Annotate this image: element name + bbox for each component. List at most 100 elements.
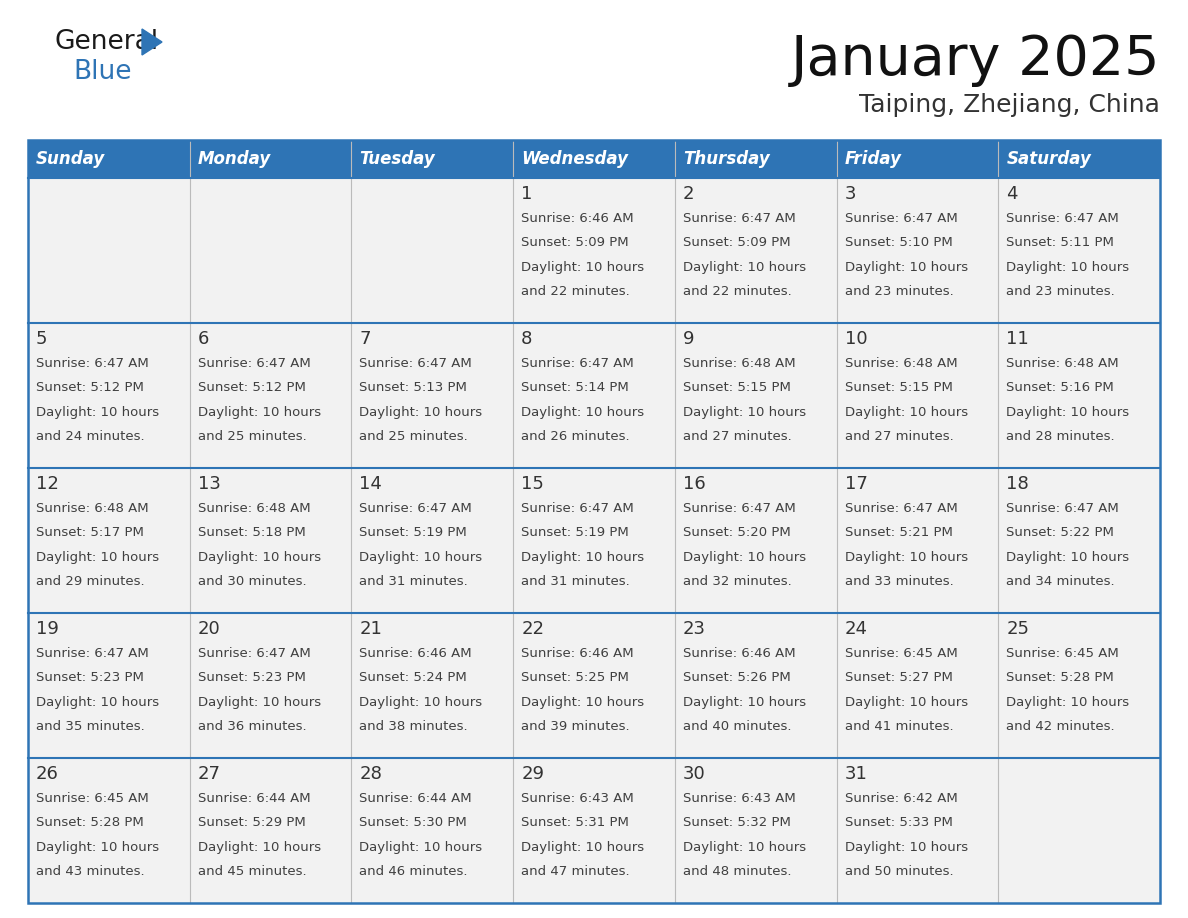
Text: and 43 minutes.: and 43 minutes. [36, 865, 145, 879]
Text: 7: 7 [360, 330, 371, 348]
Text: Sunrise: 6:46 AM: Sunrise: 6:46 AM [360, 647, 472, 660]
Text: 30: 30 [683, 765, 706, 783]
Text: and 34 minutes.: and 34 minutes. [1006, 575, 1114, 588]
Text: and 23 minutes.: and 23 minutes. [1006, 285, 1116, 298]
Text: Daylight: 10 hours: Daylight: 10 hours [36, 841, 159, 854]
Text: 2: 2 [683, 185, 694, 203]
Text: Sunrise: 6:44 AM: Sunrise: 6:44 AM [197, 792, 310, 805]
Text: and 48 minutes.: and 48 minutes. [683, 865, 791, 879]
Text: and 47 minutes.: and 47 minutes. [522, 865, 630, 879]
Text: Sunrise: 6:43 AM: Sunrise: 6:43 AM [522, 792, 634, 805]
Text: Sunrise: 6:48 AM: Sunrise: 6:48 AM [1006, 357, 1119, 370]
Text: Daylight: 10 hours: Daylight: 10 hours [360, 406, 482, 419]
Text: 8: 8 [522, 330, 532, 348]
Text: Sunset: 5:30 PM: Sunset: 5:30 PM [360, 816, 467, 829]
Text: and 26 minutes.: and 26 minutes. [522, 430, 630, 443]
Text: Blue: Blue [72, 59, 132, 85]
Text: 20: 20 [197, 620, 221, 638]
Text: Monday: Monday [197, 150, 271, 168]
Text: Taiping, Zhejiang, China: Taiping, Zhejiang, China [859, 93, 1159, 117]
Text: Sunset: 5:28 PM: Sunset: 5:28 PM [36, 816, 144, 829]
Text: Daylight: 10 hours: Daylight: 10 hours [845, 696, 968, 709]
Text: Sunrise: 6:42 AM: Sunrise: 6:42 AM [845, 792, 958, 805]
Text: Sunset: 5:19 PM: Sunset: 5:19 PM [522, 526, 628, 540]
Text: Sunrise: 6:47 AM: Sunrise: 6:47 AM [522, 502, 634, 515]
Text: Daylight: 10 hours: Daylight: 10 hours [522, 406, 644, 419]
Text: 18: 18 [1006, 475, 1029, 493]
Bar [998, 613, 1159, 758]
Text: and 30 minutes.: and 30 minutes. [197, 575, 307, 588]
Polygon shape [143, 29, 162, 55]
Text: and 22 minutes.: and 22 minutes. [522, 285, 630, 298]
Text: Daylight: 10 hours: Daylight: 10 hours [683, 841, 805, 854]
Bar [675, 140, 836, 178]
Bar [513, 468, 675, 613]
Text: 27: 27 [197, 765, 221, 783]
Bar [352, 140, 513, 178]
Text: Sunset: 5:20 PM: Sunset: 5:20 PM [683, 526, 790, 540]
Text: Sunrise: 6:44 AM: Sunrise: 6:44 AM [360, 792, 472, 805]
Text: Sunset: 5:09 PM: Sunset: 5:09 PM [683, 236, 790, 250]
Bar [998, 468, 1159, 613]
Bar [836, 178, 998, 323]
Bar [190, 323, 352, 468]
Text: and 27 minutes.: and 27 minutes. [845, 430, 953, 443]
Text: Daylight: 10 hours: Daylight: 10 hours [1006, 406, 1130, 419]
Bar [29, 140, 1159, 903]
Text: and 24 minutes.: and 24 minutes. [36, 430, 145, 443]
Text: 31: 31 [845, 765, 867, 783]
Text: and 25 minutes.: and 25 minutes. [360, 430, 468, 443]
Text: Daylight: 10 hours: Daylight: 10 hours [845, 841, 968, 854]
Text: Sunset: 5:17 PM: Sunset: 5:17 PM [36, 526, 144, 540]
Bar [998, 758, 1159, 903]
Text: 19: 19 [36, 620, 59, 638]
Text: Sunset: 5:19 PM: Sunset: 5:19 PM [360, 526, 467, 540]
Bar [190, 140, 352, 178]
Text: Sunrise: 6:47 AM: Sunrise: 6:47 AM [845, 502, 958, 515]
Bar [29, 613, 190, 758]
Bar [513, 140, 675, 178]
Bar [29, 758, 190, 903]
Text: Daylight: 10 hours: Daylight: 10 hours [1006, 551, 1130, 564]
Text: and 38 minutes.: and 38 minutes. [360, 720, 468, 733]
Text: Sunset: 5:15 PM: Sunset: 5:15 PM [845, 381, 953, 395]
Text: Daylight: 10 hours: Daylight: 10 hours [683, 696, 805, 709]
Text: and 39 minutes.: and 39 minutes. [522, 720, 630, 733]
Bar [836, 323, 998, 468]
Bar [190, 468, 352, 613]
Text: Daylight: 10 hours: Daylight: 10 hours [36, 696, 159, 709]
Bar [352, 468, 513, 613]
Text: 24: 24 [845, 620, 867, 638]
Text: and 31 minutes.: and 31 minutes. [360, 575, 468, 588]
Text: Daylight: 10 hours: Daylight: 10 hours [522, 551, 644, 564]
Bar [190, 178, 352, 323]
Text: Daylight: 10 hours: Daylight: 10 hours [845, 261, 968, 274]
Bar [675, 468, 836, 613]
Text: Daylight: 10 hours: Daylight: 10 hours [845, 406, 968, 419]
Text: Sunset: 5:23 PM: Sunset: 5:23 PM [197, 671, 305, 684]
Text: Sunset: 5:10 PM: Sunset: 5:10 PM [845, 236, 953, 250]
Text: and 40 minutes.: and 40 minutes. [683, 720, 791, 733]
Text: Sunset: 5:16 PM: Sunset: 5:16 PM [1006, 381, 1114, 395]
Text: Sunday: Sunday [36, 150, 106, 168]
Text: and 50 minutes.: and 50 minutes. [845, 865, 953, 879]
Text: Sunrise: 6:48 AM: Sunrise: 6:48 AM [197, 502, 310, 515]
Text: Thursday: Thursday [683, 150, 770, 168]
Text: Daylight: 10 hours: Daylight: 10 hours [683, 406, 805, 419]
Bar [998, 178, 1159, 323]
Text: Sunrise: 6:48 AM: Sunrise: 6:48 AM [36, 502, 148, 515]
Bar [836, 613, 998, 758]
Bar [190, 758, 352, 903]
Text: Sunrise: 6:46 AM: Sunrise: 6:46 AM [522, 647, 633, 660]
Text: Sunrise: 6:48 AM: Sunrise: 6:48 AM [845, 357, 958, 370]
Text: Sunset: 5:25 PM: Sunset: 5:25 PM [522, 671, 628, 684]
Text: 1: 1 [522, 185, 532, 203]
Text: Sunrise: 6:47 AM: Sunrise: 6:47 AM [845, 212, 958, 225]
Text: 6: 6 [197, 330, 209, 348]
Text: and 41 minutes.: and 41 minutes. [845, 720, 953, 733]
Text: Daylight: 10 hours: Daylight: 10 hours [522, 696, 644, 709]
Text: Sunrise: 6:45 AM: Sunrise: 6:45 AM [36, 792, 148, 805]
Text: Sunrise: 6:47 AM: Sunrise: 6:47 AM [197, 357, 310, 370]
Text: Sunrise: 6:45 AM: Sunrise: 6:45 AM [845, 647, 958, 660]
Text: Sunset: 5:23 PM: Sunset: 5:23 PM [36, 671, 144, 684]
